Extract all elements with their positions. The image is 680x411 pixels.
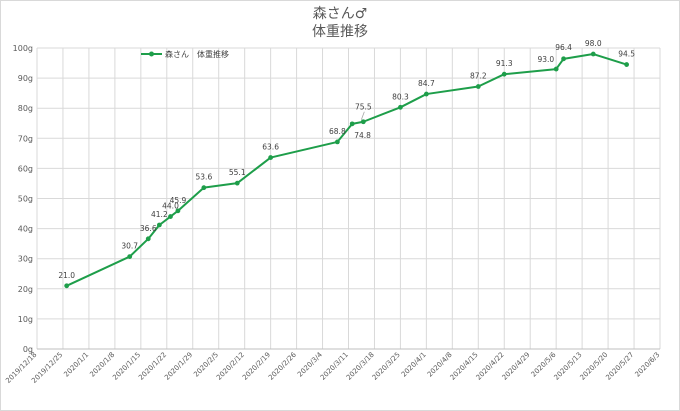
- series-line: [66, 53, 627, 287]
- y-axis-ticks: 0g 10g 20g 30g 40g 50g 60g 70g 80g 90g 100g: [13, 44, 33, 354]
- data-label: 93.0: [537, 55, 554, 64]
- y-tick-label: 100g: [13, 44, 33, 53]
- data-point: [64, 283, 70, 289]
- data-label: 36.6: [140, 224, 157, 233]
- data-point: [624, 62, 630, 67]
- data-point: [201, 185, 207, 191]
- data-point: [268, 155, 274, 160]
- data-label: 45.9: [170, 196, 187, 205]
- x-tick-label: 2020/1/1: [62, 351, 90, 379]
- data-point: [175, 208, 181, 214]
- data-point: [561, 56, 566, 62]
- data-label: 98.0: [585, 39, 602, 48]
- x-tick-label: 2020/1/29: [163, 351, 194, 382]
- y-tick-label: 80g: [18, 104, 33, 113]
- data-label: 80.3: [392, 92, 409, 101]
- data-point: [156, 222, 162, 228]
- y-tick-label: 30g: [18, 255, 33, 264]
- data-label: 74.8: [354, 131, 371, 140]
- legend: 森さん 体重推移: [141, 49, 229, 59]
- data-label: 21.0: [58, 271, 75, 280]
- y-tick-label: 50g: [18, 195, 33, 204]
- label-leader-line: [360, 111, 365, 120]
- x-tick-label: 2020/6/3: [634, 351, 662, 379]
- y-tick-label: 20g: [18, 285, 33, 294]
- data-point: [349, 121, 355, 127]
- series-layer: [64, 51, 630, 289]
- y-tick-label: 40g: [18, 225, 33, 234]
- data-point: [398, 104, 403, 110]
- data-point: [168, 214, 173, 219]
- grid-lines: [36, 47, 661, 350]
- data-label: 91.3: [496, 59, 513, 68]
- data-label: 44.0: [162, 202, 179, 211]
- data-labels: 21.0 30.736.6 41.244.045.9 53.6 55.1 63.6 68.8…: [58, 39, 635, 280]
- y-tick-label: 10g: [18, 315, 33, 324]
- data-label: 94.5: [618, 50, 635, 59]
- chart-title-line1: 森さん♂: [313, 6, 368, 22]
- data-point: [553, 66, 559, 72]
- data-label: 75.5: [355, 103, 372, 112]
- data-label: 30.7: [121, 242, 138, 251]
- data-label: 84.7: [418, 79, 435, 88]
- x-axis-ticks: 2019/12/182019/12/252020/1/12020/1/82020…: [4, 350, 661, 385]
- data-label: 63.6: [262, 143, 279, 152]
- data-label: 68.8: [329, 127, 346, 136]
- data-point: [360, 119, 366, 125]
- x-tick-label: 2020/5/27: [604, 351, 635, 382]
- chart-title-line2: 体重推移: [312, 24, 368, 40]
- x-tick-label: 2020/2/26: [267, 350, 298, 381]
- y-tick-label: 90g: [18, 74, 33, 83]
- y-tick-label: 0g: [23, 345, 33, 354]
- data-point: [145, 236, 151, 242]
- y-tick-label: 70g: [18, 134, 33, 143]
- data-point: [501, 71, 507, 77]
- data-point: [590, 51, 596, 57]
- x-tick-label: 2020/4/1: [400, 351, 428, 379]
- data-label: 41.2: [151, 210, 168, 219]
- data-label: 53.6: [196, 173, 213, 182]
- data-point: [334, 139, 340, 145]
- data-label: 55.1: [229, 168, 246, 177]
- legend-marker: [149, 51, 154, 57]
- data-point: [127, 254, 133, 259]
- data-point: [423, 91, 429, 97]
- x-tick-label: 2020/3/25: [371, 351, 402, 382]
- data-label: 87.2: [470, 72, 487, 81]
- y-tick-label: 60g: [18, 164, 33, 173]
- legend-label: 森さん 体重推移: [165, 49, 229, 59]
- data-point: [234, 180, 240, 186]
- data-point: [475, 84, 481, 89]
- x-tick-label: 2020/4/29: [501, 351, 532, 382]
- data-label: 96.4: [555, 43, 572, 52]
